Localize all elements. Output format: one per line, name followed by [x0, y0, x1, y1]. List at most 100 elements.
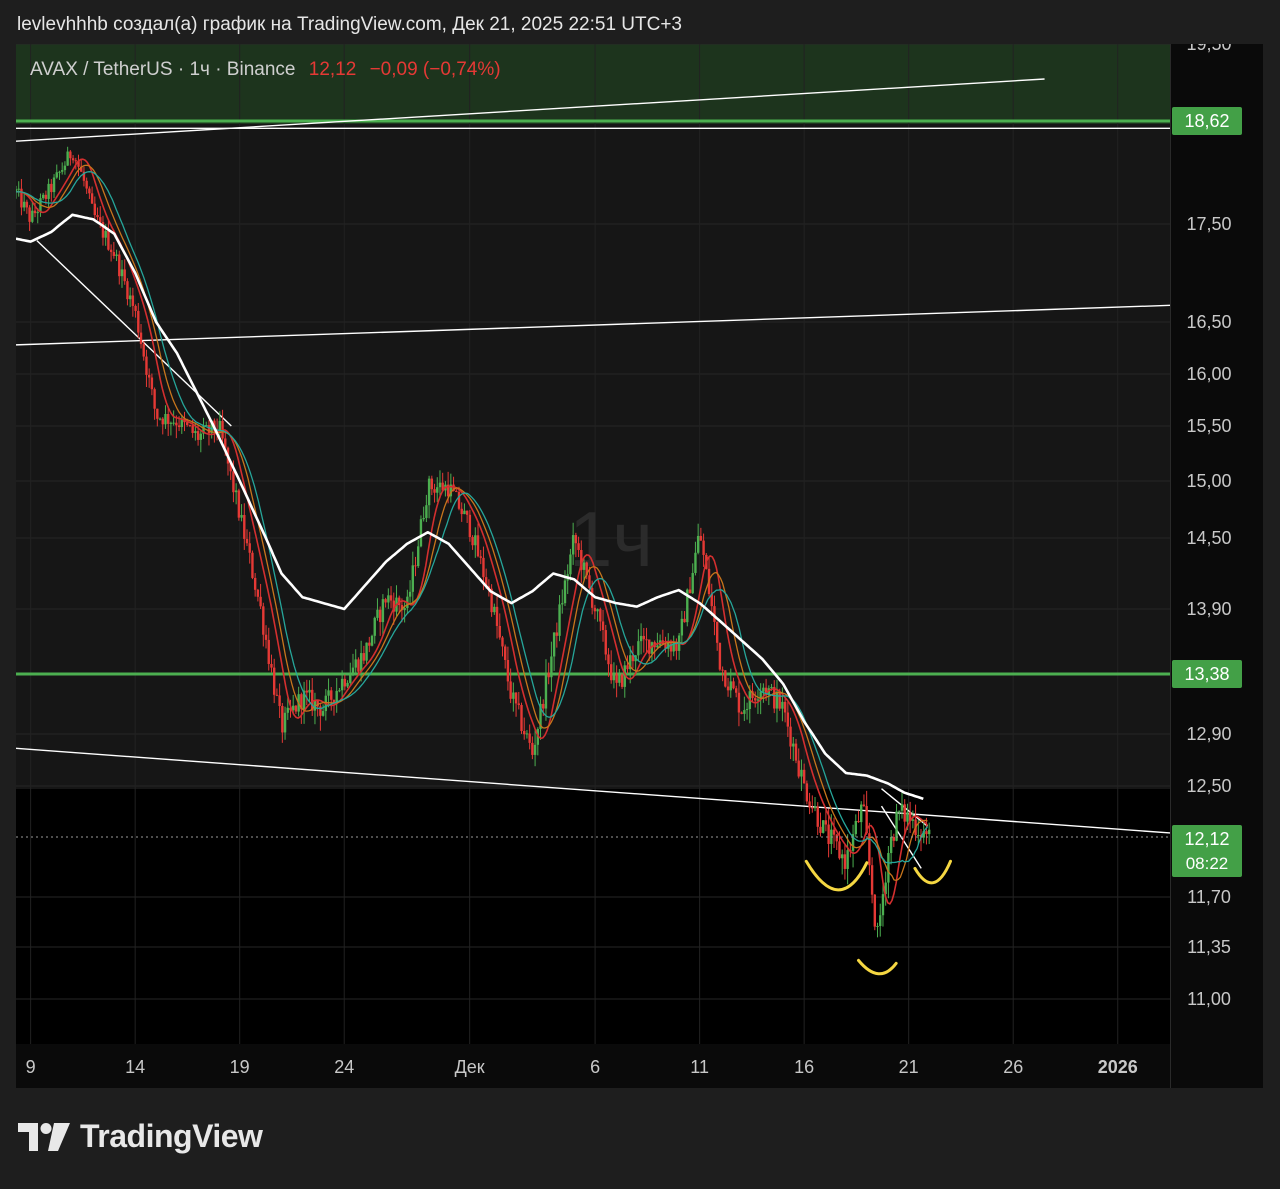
- candle-body: [465, 510, 469, 515]
- candle-body: [196, 431, 200, 440]
- candle-body: [66, 151, 69, 166]
- candle-body: [490, 588, 493, 613]
- candle-body: [463, 510, 466, 515]
- candle-body: [207, 425, 211, 434]
- candle-body: [851, 834, 855, 851]
- candle-body: [438, 482, 442, 488]
- candle-body: [710, 593, 713, 607]
- price-axis[interactable]: 19,50 17,50 16,50 16,00 15,50 15,00 14,50 13,90…: [1186, 44, 1231, 1009]
- candle-body: [128, 295, 132, 300]
- candle-body: [517, 703, 520, 705]
- series-line-ema-slow: [16, 171, 928, 864]
- candle-body: [245, 538, 249, 544]
- candle-body: [571, 535, 575, 555]
- candle-body: [248, 543, 251, 553]
- candle-body: [539, 703, 542, 729]
- candle-body: [903, 804, 906, 822]
- candle-body: [368, 642, 371, 646]
- candle-body: [509, 681, 512, 699]
- candle-body: [210, 420, 213, 434]
- candle-body: [686, 589, 689, 623]
- candle-body: [153, 389, 156, 409]
- candle-body: [884, 882, 887, 895]
- candle-body: [794, 743, 798, 761]
- candle-body: [702, 540, 705, 555]
- candle-body: [637, 641, 640, 656]
- candle-body: [340, 678, 344, 691]
- candle-body: [582, 562, 586, 570]
- candle-body: [107, 230, 110, 250]
- candle-body: [237, 490, 241, 518]
- candle-body: [199, 433, 203, 440]
- candle-body: [50, 183, 53, 193]
- time-axis[interactable]: 9 14 19 24 Дек 6 11 16 21 26 2026: [26, 1057, 1138, 1077]
- candle-body: [552, 632, 556, 657]
- candle-body: [770, 686, 773, 689]
- candle-body: [612, 673, 616, 681]
- candle-body: [300, 694, 303, 710]
- candle-body: [327, 690, 330, 696]
- candle-body: [471, 537, 474, 546]
- candle-body: [17, 188, 20, 190]
- candle-body: [243, 515, 246, 539]
- candle-body: [715, 621, 719, 643]
- candle-body: [264, 634, 268, 640]
- candle-body: [240, 515, 243, 518]
- candle-body: [408, 591, 412, 597]
- candle-body: [590, 588, 594, 608]
- candle-body: [156, 408, 159, 419]
- candle-body: [474, 535, 477, 546]
- candle-body: [330, 690, 333, 700]
- candle-body: [498, 625, 501, 638]
- candle-body: [180, 418, 183, 428]
- candle-body: [781, 701, 784, 709]
- price-tick-label: 15,50: [1186, 416, 1231, 436]
- time-tick-label: 11: [690, 1057, 709, 1077]
- horizontal-levels: [16, 119, 1170, 676]
- symbol-name[interactable]: AVAX / TetherUS · 1ч · Binance: [30, 59, 296, 80]
- candle-body: [865, 806, 868, 834]
- candle-body: [558, 604, 561, 636]
- candle-body: [718, 642, 722, 670]
- candle-body: [186, 422, 189, 426]
- candle-body: [895, 811, 898, 841]
- candle-body: [137, 310, 140, 333]
- candle-body: [740, 712, 743, 714]
- candle-body: [308, 689, 311, 693]
- candle-body: [446, 484, 450, 497]
- time-tick-label: 21: [899, 1057, 919, 1077]
- tradingview-logo[interactable]: TradingView: [18, 1118, 263, 1155]
- candle-body: [898, 810, 901, 812]
- candle-body: [879, 915, 882, 926]
- candle-body: [452, 484, 455, 491]
- candle-body: [699, 535, 703, 541]
- candle-body: [58, 171, 61, 173]
- candle-body: [813, 806, 817, 809]
- symbol-legend[interactable]: AVAX / TetherUS · 1ч · Binance 12,12 −0,…: [30, 59, 501, 81]
- candle-body: [599, 609, 602, 622]
- candle-body: [862, 804, 866, 807]
- candle-body: [357, 659, 360, 672]
- chart-caption: levlevhhhb создал(а) график на TradingVi…: [17, 14, 682, 35]
- candle-body: [762, 687, 765, 692]
- candle-body: [25, 201, 29, 208]
- chart-panel[interactable]: 1ч 19,50 17,50 16,50 16,00 15,50 15,00 14,50 13…: [16, 44, 1263, 1088]
- candle-body: [169, 422, 173, 424]
- time-tick-label: 19: [230, 1057, 250, 1077]
- candle-body: [80, 166, 83, 172]
- candle-body: [889, 837, 893, 854]
- candle-body: [840, 854, 844, 859]
- candle-body: [501, 637, 504, 647]
- candle-body: [126, 281, 129, 300]
- candle-body: [683, 618, 686, 623]
- price-tick-label: 16,50: [1186, 312, 1231, 332]
- candle-body: [335, 690, 338, 704]
- candle-body: [792, 743, 795, 747]
- candle-body: [224, 438, 227, 448]
- level-price-badge-label: 13,38: [1184, 664, 1229, 684]
- candle-body: [493, 606, 496, 613]
- candle-body: [362, 653, 366, 661]
- candle-body: [172, 422, 175, 424]
- chart-svg[interactable]: 1ч 19,5017,5016,5016,0015,5015,0014,5013…: [16, 44, 1263, 1088]
- candle-body: [694, 552, 697, 574]
